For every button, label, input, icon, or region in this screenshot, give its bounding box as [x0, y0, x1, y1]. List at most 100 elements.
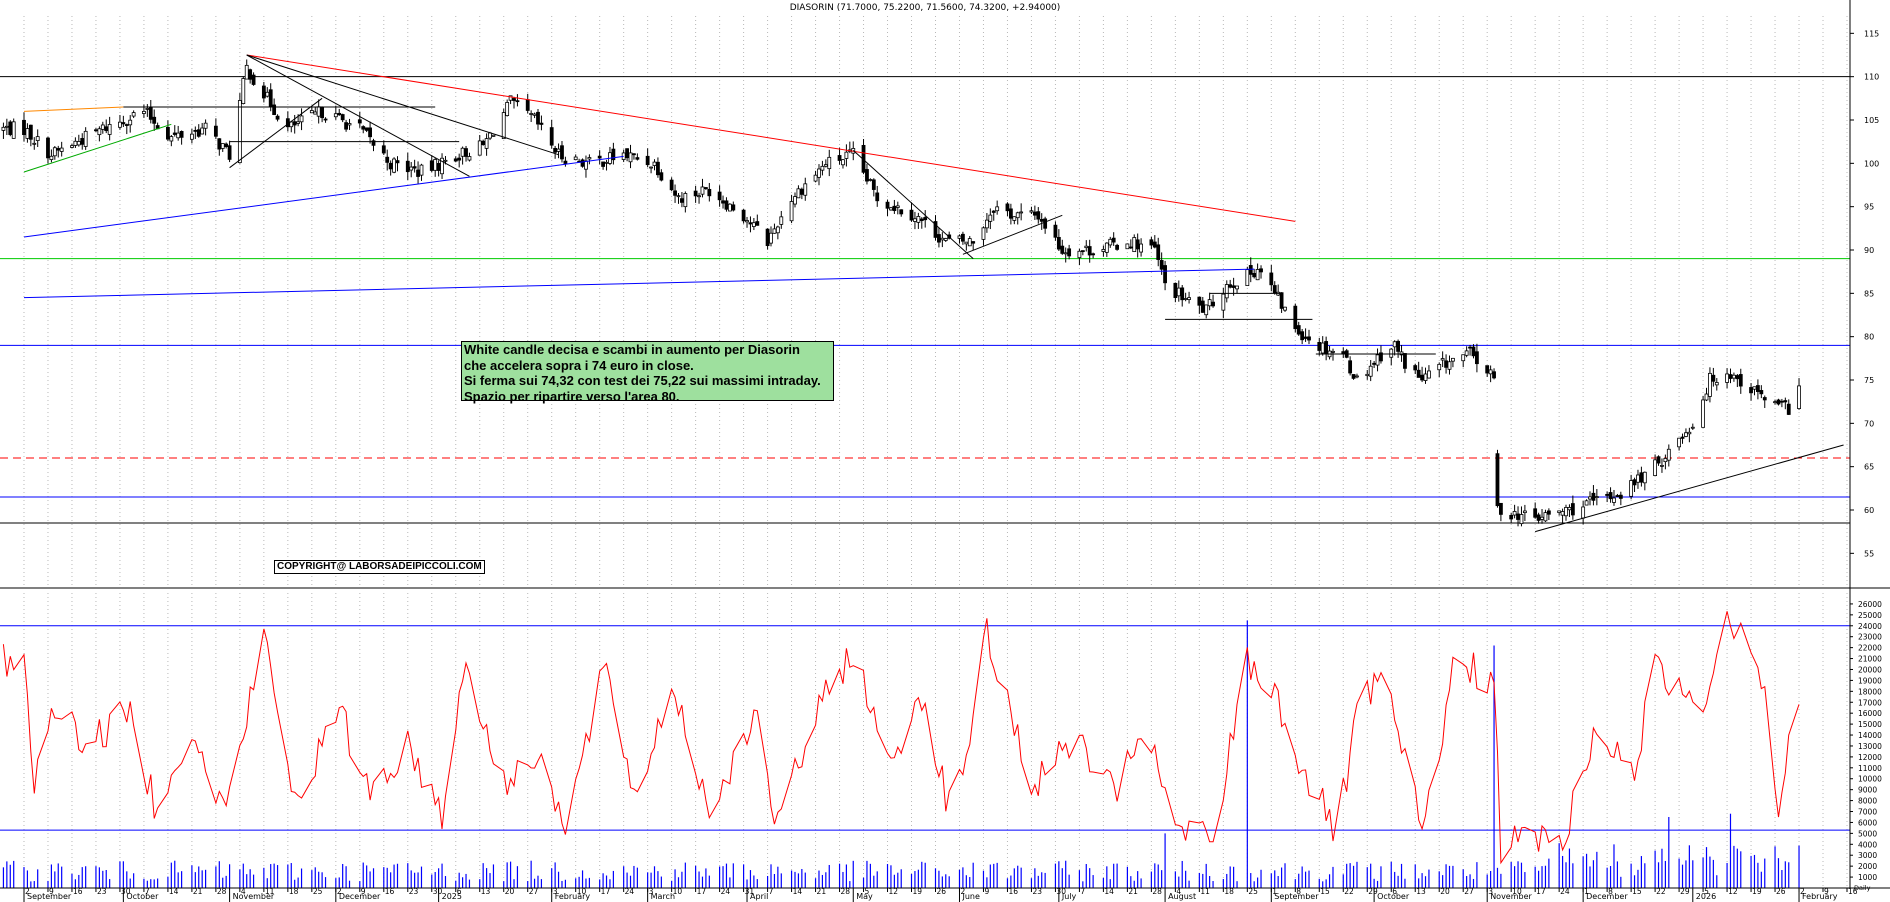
candle-body	[1444, 360, 1448, 368]
candle-body	[1221, 293, 1226, 311]
x-day-label: 12	[1728, 887, 1738, 896]
candle-body	[1080, 250, 1085, 253]
trendline	[23, 123, 172, 173]
candle-body	[94, 129, 98, 132]
candle-body	[1708, 372, 1712, 397]
candle-body	[933, 221, 938, 238]
candle-body	[573, 156, 578, 161]
x-day-label: 20	[505, 887, 515, 896]
x-day-label: 16	[385, 887, 395, 896]
candle-body	[1245, 269, 1250, 287]
candle-body	[769, 232, 773, 244]
x-day-label: 14	[793, 887, 803, 896]
x-month-label: October	[1377, 892, 1410, 901]
price-y-tick-label: 60	[1864, 506, 1874, 515]
candle-body	[347, 123, 352, 126]
x-day-label: 9	[1824, 887, 1829, 896]
candle-body	[179, 131, 184, 138]
candle-body	[1063, 252, 1068, 255]
x-day-label: 16	[1848, 887, 1858, 896]
candle-body	[1005, 203, 1010, 212]
candle-body	[1762, 397, 1767, 401]
x-month-label: April	[750, 892, 768, 901]
x-day-label: 30	[1056, 887, 1066, 896]
candle-body	[237, 100, 242, 164]
x-month-label: August	[1168, 892, 1196, 901]
x-month-label: 2025	[442, 892, 462, 901]
x-month-label: November	[233, 892, 275, 901]
candle-body	[224, 143, 229, 147]
candle-body	[121, 122, 126, 125]
x-day-label: 15	[1320, 887, 1330, 896]
x-day-label: 27	[1464, 887, 1474, 896]
candle-body	[501, 112, 506, 140]
period-label: Daily	[1854, 884, 1871, 892]
x-day-label: 24	[1560, 887, 1570, 896]
candle-body	[649, 166, 653, 169]
candle-body	[1605, 493, 1610, 496]
candle-body	[491, 134, 496, 137]
candle-body	[1139, 243, 1143, 253]
candle-body	[645, 155, 650, 166]
candle-body	[1564, 507, 1568, 517]
osc-y-tick-label: 4000	[1858, 840, 1877, 849]
candle-body	[1149, 239, 1154, 246]
candle-body	[587, 157, 592, 160]
candle-body	[1711, 374, 1716, 382]
candle-body	[477, 140, 482, 156]
candle-body	[1152, 241, 1157, 248]
grid	[23, 16, 1848, 888]
candle-body	[604, 161, 609, 164]
candle-body	[1087, 246, 1092, 256]
candle-body	[1464, 350, 1469, 356]
x-day-label: 1	[1272, 887, 1277, 896]
x-month-label: June	[961, 892, 980, 901]
candle-body	[1211, 301, 1215, 307]
candle-body	[913, 218, 917, 222]
candle-body	[251, 74, 256, 85]
candle-body	[875, 192, 880, 202]
candle-body	[775, 226, 780, 234]
candle-body	[388, 162, 393, 170]
x-day-label: 13	[481, 887, 491, 896]
price-y-tick-label: 55	[1864, 549, 1874, 558]
candle-body	[4, 125, 9, 128]
trendline	[246, 54, 1296, 222]
candle-body	[83, 130, 88, 147]
trendline	[246, 54, 559, 156]
candle-body	[1396, 340, 1401, 352]
candle-body	[823, 164, 828, 167]
candle-body	[1389, 348, 1394, 358]
horizontal-levels	[0, 76, 1850, 831]
candle-body	[1427, 370, 1431, 379]
candle-body	[1533, 508, 1538, 518]
candle-body	[751, 222, 756, 227]
x-month-label: February	[555, 892, 591, 901]
candle-body	[539, 122, 544, 125]
candle-body	[1056, 236, 1061, 250]
x-day-label: 10	[577, 887, 587, 896]
osc-y-tick-label: 12000	[1858, 753, 1882, 762]
note-line: Si ferma sui 74,32 con test dei 75,22 su…	[464, 373, 821, 388]
candle-body	[676, 195, 681, 198]
candle-body	[11, 121, 16, 139]
candle-body	[1451, 357, 1455, 362]
candle-body	[337, 112, 342, 116]
candle-body	[971, 241, 976, 244]
candle-body	[1159, 260, 1164, 270]
candle-body	[755, 221, 760, 226]
candle-body	[275, 115, 280, 120]
candle-body	[433, 159, 438, 171]
candle-body	[169, 136, 174, 142]
candle-body	[560, 145, 564, 160]
candle-body	[244, 64, 249, 80]
candle-body	[1, 126, 6, 131]
candle-body	[1368, 365, 1373, 377]
trendlines	[23, 54, 1844, 533]
x-day-label: 7	[145, 887, 150, 896]
candle-body	[1032, 211, 1037, 216]
x-day-label: 3	[649, 887, 654, 896]
candle-body	[59, 147, 64, 152]
candle-body	[1677, 437, 1681, 448]
candle-body	[296, 121, 301, 124]
